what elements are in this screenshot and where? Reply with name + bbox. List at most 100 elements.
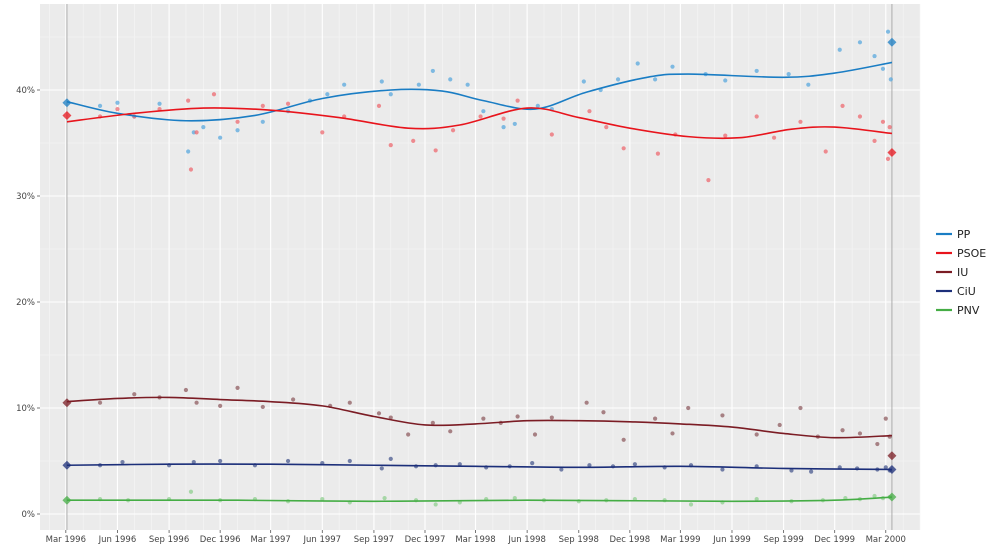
psoe-poll-point: [501, 116, 506, 121]
x-tick-label: Jun 1996: [98, 535, 137, 545]
legend-label-ciu: CiU: [957, 285, 976, 298]
psoe-poll-point: [798, 119, 803, 124]
iu-poll-point: [430, 420, 435, 425]
election-lines: [66, 4, 893, 530]
psoe-poll-point: [320, 130, 325, 135]
x-tick-label: Mar 1996: [46, 535, 86, 545]
pp-poll-point: [535, 103, 540, 108]
psoe-poll-point: [706, 178, 711, 183]
psoe-poll-point: [655, 151, 661, 156]
election-results: [62, 37, 897, 505]
psoe-trend-line: [66, 107, 893, 140]
iu-poll-point: [194, 400, 199, 405]
y-tick-label: 0%: [22, 510, 36, 520]
iu-poll-point: [347, 400, 352, 405]
ciu-result-1996: [62, 460, 72, 470]
y-tick-label: 20%: [16, 298, 35, 308]
pp-poll-point: [115, 100, 120, 105]
psoe-poll-point: [771, 135, 777, 140]
pp-poll-point: [857, 40, 863, 45]
iu-poll-point: [840, 428, 845, 433]
pp-poll-point: [157, 101, 162, 106]
pp-poll-point: [512, 121, 517, 127]
x-tick-label: Sep 1998: [559, 535, 599, 545]
x-tick-label: Jun 1998: [507, 535, 546, 545]
psoe-poll-point: [621, 146, 626, 151]
psoe-poll-point: [433, 148, 438, 153]
ciu-trend-line: [66, 463, 892, 471]
iu-poll-point: [875, 441, 880, 447]
ciu-poll-point: [559, 467, 564, 472]
pnv-poll-point: [382, 496, 387, 501]
pp-poll-point: [325, 92, 330, 97]
psoe-poll-point: [723, 133, 728, 138]
iu-poll-point: [481, 416, 486, 421]
ciu-poll-point: [530, 461, 535, 466]
pnv-poll-point: [512, 496, 517, 501]
pp-poll-point: [615, 77, 621, 82]
x-tick-label: Dec 1999: [814, 535, 855, 545]
plot-background: [40, 4, 920, 530]
pp-result-1996: [62, 98, 72, 108]
iu-poll-point: [754, 432, 759, 437]
ciu-poll-point: [720, 467, 725, 472]
ciu-poll-point: [191, 459, 196, 465]
pp-poll-point: [430, 68, 435, 74]
iu-poll-point: [549, 415, 554, 420]
x-tick-label: Dec 1998: [609, 535, 650, 545]
legend-label-iu: IU: [957, 266, 968, 279]
ciu-poll-point: [809, 469, 814, 474]
psoe-poll-point: [376, 103, 382, 108]
iu-poll-point: [97, 400, 103, 405]
pp-poll-point: [342, 82, 347, 87]
legend-label-psoe: PSOE: [957, 247, 986, 260]
x-tick-label: Sep 1996: [149, 535, 189, 545]
iu-poll-point: [621, 437, 626, 442]
pp-poll-point: [448, 77, 453, 82]
iu-poll-point: [235, 385, 240, 390]
psoe-poll-point: [388, 143, 393, 148]
y-tick-label: 10%: [16, 404, 35, 414]
pp-poll-point: [754, 68, 759, 74]
ciu-poll-point: [218, 458, 223, 464]
iu-poll-point: [218, 403, 223, 408]
iu-poll-point: [183, 387, 189, 393]
pp-poll-point: [218, 135, 223, 140]
iu-poll-point: [601, 410, 606, 415]
psoe-poll-point: [840, 103, 845, 108]
trend-lines: [66, 61, 893, 503]
pnv-poll-point: [188, 489, 194, 494]
psoe-poll-point: [194, 130, 199, 135]
psoe-poll-point: [450, 128, 456, 133]
psoe-poll-point: [880, 119, 886, 124]
pp-poll-point: [416, 82, 421, 87]
pp-poll-point: [653, 77, 658, 82]
psoe-poll-point: [186, 98, 191, 103]
iu-poll-point: [777, 422, 782, 428]
x-axis: Mar 1996 Jun 1996 Sep 1996 Dec 1996 Mar 1997…: [46, 530, 906, 545]
psoe-poll-point: [604, 125, 609, 130]
ciu-poll-point: [632, 462, 638, 467]
x-tick-label: Sep 1997: [354, 535, 394, 545]
psoe-poll-point: [188, 167, 194, 172]
ciu-poll-point: [457, 462, 462, 467]
iu-poll-point: [406, 432, 411, 437]
iu-poll-point: [532, 432, 538, 437]
psoe-poll-point: [887, 125, 892, 130]
psoe-poll-point: [478, 114, 483, 119]
y-tick-label: 30%: [16, 192, 35, 202]
ciu-poll-point: [587, 463, 592, 468]
pp-poll-point: [872, 53, 877, 59]
psoe-poll-point: [549, 132, 554, 137]
x-tick-label: Mar 1997: [250, 535, 290, 545]
pp-poll-point: [581, 79, 586, 84]
iu-poll-point: [584, 400, 589, 405]
pnv-result-2000: [887, 492, 897, 502]
psoe-poll-point: [754, 114, 759, 119]
iu-poll-point: [686, 405, 691, 411]
psoe-poll-point: [211, 92, 217, 97]
ciu-poll-point: [789, 468, 794, 473]
iu-poll-point: [670, 431, 675, 436]
psoe-poll-point: [260, 103, 265, 108]
